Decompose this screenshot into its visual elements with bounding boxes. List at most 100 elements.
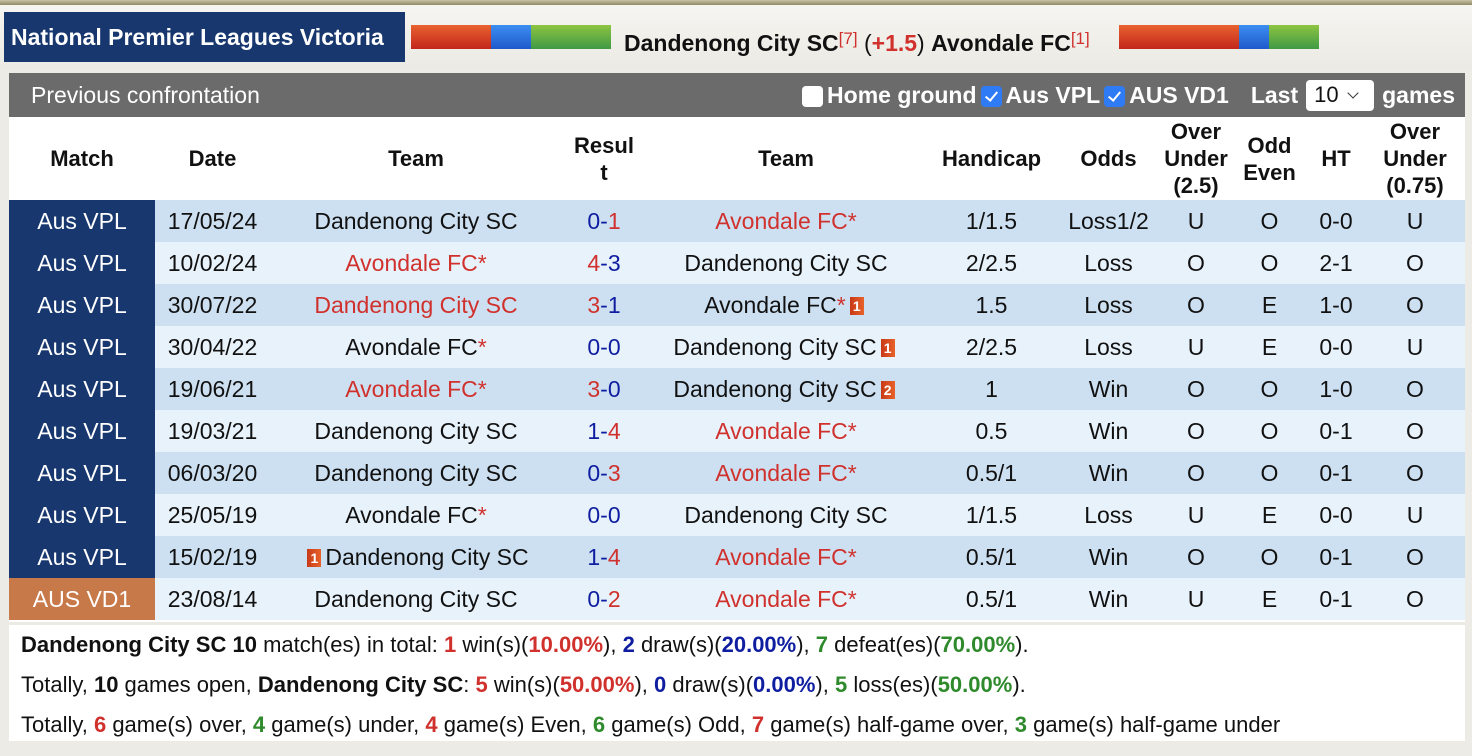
table-row[interactable]: Aus VPL 19/03/21 Dandenong City SC 1-4 Avond… [9,410,1465,452]
home-team-cell[interactable]: Dandenong City SC [270,536,562,578]
home-team-cell[interactable]: Avondale FC* [270,242,562,284]
league-cell[interactable]: Aus VPL [9,410,155,452]
result-cell[interactable]: 0-1 [562,200,646,242]
home-team-cell[interactable]: Avondale FC* [270,494,562,536]
league-cell[interactable]: Aus VPL [9,368,155,410]
home-team-name[interactable]: Avondale FC [345,501,478,528]
red-card-icon [880,380,895,399]
league-cell[interactable]: AUS VD1 [9,578,155,620]
last-games-select[interactable]: 10 [1306,79,1375,111]
over-under-cell: U [1160,326,1232,368]
away-team-name[interactable]: Avondale FC [715,417,848,444]
summary-text: Totally, [21,672,94,697]
result-cell[interactable]: 4-3 [562,242,646,284]
away-team-cell[interactable]: Avondale FC* [646,536,926,578]
table-row[interactable]: Aus VPL 19/06/21 Avondale FC* 3-0 Dandenong … [9,368,1465,410]
home-team-cell[interactable]: Avondale FC* [270,368,562,410]
home-team-name[interactable]: Dandenong City SC [314,207,518,234]
aus-vd1-checkbox[interactable] [1104,85,1126,107]
away-team-name[interactable]: Dandenong City SC [673,375,877,402]
away-team-cell[interactable]: Dandenong City SC [646,494,926,536]
home-ground-checkbox[interactable] [802,85,824,107]
home-score: 0 [587,459,601,486]
away-score: 0 [607,333,621,360]
form-draw-segment [1239,25,1269,49]
result-cell[interactable]: 3-1 [562,284,646,326]
away-team-cell[interactable]: Dandenong City SC [646,326,926,368]
result-cell[interactable]: 1-4 [562,410,646,452]
home-team-cell[interactable]: Dandenong City SC [270,452,562,494]
date-cell: 23/08/14 [155,578,270,620]
league-cell[interactable]: Aus VPL [9,494,155,536]
table-row[interactable]: Aus VPL 17/05/24 Dandenong City SC 0-1 Avond… [9,200,1465,242]
league-cell[interactable]: Aus VPL [9,536,155,578]
hc-losses-pct: 50.00% [937,672,1013,697]
league-cell[interactable]: Aus VPL [9,452,155,494]
result-cell[interactable]: 0-0 [562,494,646,536]
home-team-name[interactable]: Dandenong City SC [314,585,518,612]
home-team-name[interactable]: Dandenong City SC [325,543,529,570]
away-team-name[interactable]: Avondale FC [931,30,1071,56]
odd-count: 6 [592,712,606,737]
draws-count: 2 [622,632,635,657]
home-form-bar [411,25,611,49]
home-team-cell[interactable]: Dandenong City SC [270,578,562,620]
aus-vpl-checkbox[interactable] [980,85,1002,107]
home-team-cell[interactable]: Dandenong City SC [270,284,562,326]
home-team-cell[interactable]: Dandenong City SC [270,200,562,242]
home-team-name[interactable]: Dandenong City SC [314,417,518,444]
away-team-cell[interactable]: Avondale FC* [646,578,926,620]
home-score: 0 [587,501,601,528]
away-team-name[interactable]: Avondale FC [715,543,848,570]
table-row[interactable]: Aus VPL 06/03/20 Dandenong City SC 0-3 Avond… [9,452,1465,494]
home-score: 3 [587,291,601,318]
result-cell[interactable]: 0-2 [562,578,646,620]
table-row[interactable]: Aus VPL 10/02/24 Avondale FC* 4-3 Dandenong … [9,242,1465,284]
league-title[interactable]: National Premier Leagues Victoria [4,12,405,62]
away-team-cell[interactable]: Avondale FC* [646,284,926,326]
league-cell[interactable]: Aus VPL [9,326,155,368]
away-team-cell[interactable]: Avondale FC* [646,410,926,452]
over-under-cell: O [1160,452,1232,494]
aus-vpl-filter[interactable]: Aus VPL [980,82,1100,109]
home-team-name[interactable]: Dandenong City SC [314,459,518,486]
away-team-name[interactable]: Avondale FC [715,459,848,486]
home-team-name[interactable]: Avondale FC [345,333,478,360]
home-team-cell[interactable]: Avondale FC* [270,326,562,368]
result-cell[interactable]: 0-3 [562,452,646,494]
result-cell[interactable]: 0-0 [562,326,646,368]
away-team-cell[interactable]: Avondale FC* [646,200,926,242]
away-team-name[interactable]: Avondale FC [715,585,848,612]
handicap-value: +1.5 [871,30,918,56]
away-team-cell[interactable]: Dandenong City SC [646,368,926,410]
result-cell[interactable]: 3-0 [562,368,646,410]
aus-vd1-filter[interactable]: AUS VD1 [1104,82,1229,109]
away-team-name[interactable]: Dandenong City SC [673,333,877,360]
away-team-name[interactable]: Avondale FC [715,207,848,234]
over-under-cell: O [1160,284,1232,326]
home-team-name[interactable]: Avondale FC [345,375,478,402]
home-team-name[interactable]: Dandenong City SC [314,291,518,318]
date-cell: 19/03/21 [155,410,270,452]
home-team-name[interactable]: Avondale FC [345,249,478,276]
table-row[interactable]: Aus VPL 30/04/22 Avondale FC* 0-0 Dandenong … [9,326,1465,368]
away-team-name[interactable]: Dandenong City SC [684,501,888,528]
table-row[interactable]: Aus VPL 25/05/19 Avondale FC* 0-0 Dandenong … [9,494,1465,536]
away-score: 2 [607,585,621,612]
date-cell: 25/05/19 [155,494,270,536]
aus-vd1-label: AUS VD1 [1129,81,1229,108]
away-team-name[interactable]: Avondale FC [704,291,837,318]
away-team-cell[interactable]: Dandenong City SC [646,242,926,284]
table-row[interactable]: AUS VD1 23/08/14 Dandenong City SC 0-2 Avond… [9,578,1465,620]
league-cell[interactable]: Aus VPL [9,242,155,284]
home-team-name[interactable]: Dandenong City SC [624,30,839,56]
away-team-name[interactable]: Dandenong City SC [684,249,888,276]
away-team-cell[interactable]: Avondale FC* [646,452,926,494]
result-cell[interactable]: 1-4 [562,536,646,578]
home-team-cell[interactable]: Dandenong City SC [270,410,562,452]
league-cell[interactable]: Aus VPL [9,284,155,326]
league-cell[interactable]: Aus VPL [9,200,155,242]
home-ground-filter[interactable]: Home ground [802,82,977,109]
table-row[interactable]: Aus VPL 30/07/22 Dandenong City SC 3-1 Avond… [9,284,1465,326]
